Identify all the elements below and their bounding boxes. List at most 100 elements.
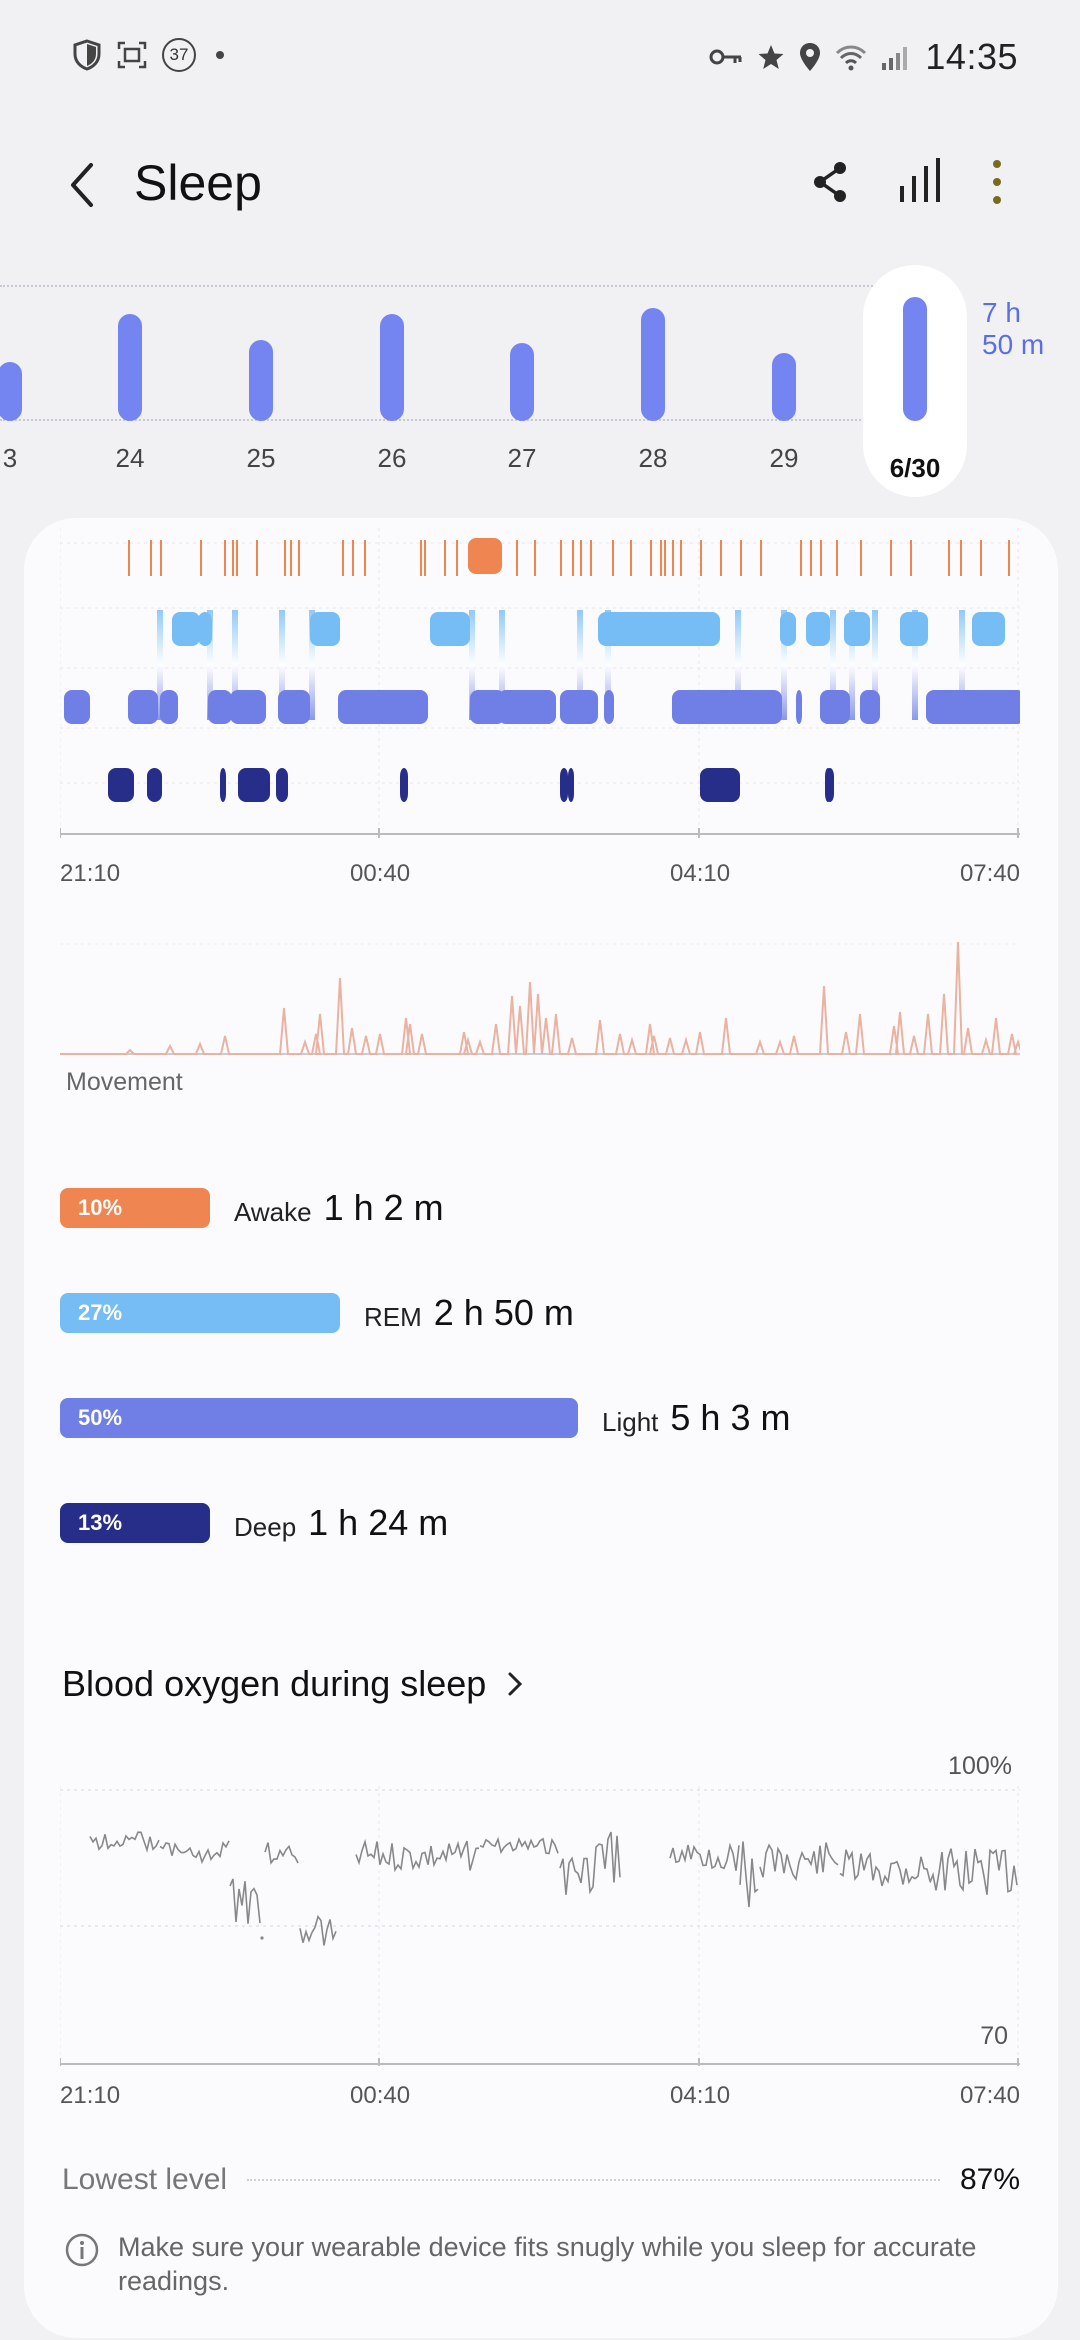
awake-tick: [836, 540, 838, 576]
day-bar: [641, 308, 665, 421]
stage-segment-deep: [560, 768, 568, 802]
time-label: 04:10: [670, 860, 731, 887]
more-options-button[interactable]: [972, 152, 1022, 212]
stage-segment-rem: [844, 612, 870, 646]
awake-tick: [232, 540, 234, 576]
stage-segment-light: [720, 690, 776, 724]
day-column-26[interactable]: 26: [352, 255, 432, 495]
stage-segment-light: [820, 690, 850, 724]
location-icon: [800, 43, 821, 71]
time-label: 21:10: [60, 860, 121, 887]
stage-segment-deep: [568, 768, 574, 802]
awake-tick: [820, 540, 822, 576]
app-bar: Sleep: [0, 130, 1080, 240]
stage-duration: 1 h 24 m: [308, 1502, 449, 1543]
shield-icon: [73, 39, 101, 71]
blood-oxygen-chart: [60, 1786, 1020, 2066]
blood-oxygen-link[interactable]: Blood oxygen during sleep: [62, 1663, 524, 1705]
day-label: 29: [769, 443, 799, 473]
day-bar: [510, 343, 534, 421]
day-label: 27: [507, 443, 537, 473]
stage-segment-deep: [220, 768, 226, 802]
star-icon: [758, 45, 784, 69]
grid-line: [0, 285, 880, 287]
day-column-29[interactable]: 29: [744, 255, 824, 495]
status-left-icons: 37: [72, 38, 224, 72]
awake-tick: [444, 540, 446, 576]
awake-tick: [256, 540, 258, 576]
share-button[interactable]: [800, 152, 860, 212]
stage-segment-light: [208, 690, 232, 724]
selected-duration: 7 h 50 m: [982, 297, 1044, 361]
day-label: 28: [638, 443, 668, 473]
stage-transition: [577, 610, 583, 720]
awake-tick: [224, 540, 226, 576]
spo2-line: [759, 1842, 839, 1882]
stage-transition: [830, 610, 836, 720]
lowest-level-label: Lowest level: [62, 2163, 228, 2196]
stage-name: Light: [602, 1406, 659, 1437]
duration-hours: 7 h: [982, 297, 1021, 328]
stage-transition: [872, 610, 878, 720]
stage-transition: [781, 610, 787, 720]
spo2-line: [559, 1831, 621, 1895]
day-label: 26: [377, 443, 407, 473]
day-column-28[interactable]: 28: [613, 255, 693, 495]
stage-percent-bar: 50%: [60, 1398, 578, 1438]
awake-tick: [516, 540, 518, 576]
selected-day[interactable]: 6/30: [863, 265, 967, 497]
stage-row-awake: 10% Awake 1 h 2 m: [60, 1186, 444, 1230]
stage-segment-deep: [147, 768, 162, 802]
awake-tick: [284, 540, 286, 576]
back-button[interactable]: [52, 150, 112, 220]
awake-tick: [630, 540, 632, 576]
awake-tick: [860, 540, 862, 576]
stage-name: Awake: [234, 1196, 312, 1227]
movement-label: Movement: [66, 1068, 183, 1096]
stage-duration: 1 h 2 m: [323, 1187, 444, 1228]
stage-segment-light: [230, 690, 266, 724]
awake-tick: [236, 540, 238, 576]
stage-segment-light: [940, 690, 1020, 724]
stage-segment-deep: [238, 768, 270, 802]
spo2-line: [479, 1836, 559, 1855]
movement-line: [60, 941, 1020, 1055]
stats-button[interactable]: [888, 152, 948, 212]
awake-tick: [910, 540, 912, 576]
stage-transition: [157, 610, 163, 720]
day-label: 24: [115, 443, 145, 473]
spo2-line: [89, 1831, 160, 1853]
day-selector: 3 24 25 26 27 28 29 6/30 7 h 50 m: [0, 255, 1080, 505]
awake-tick: [890, 540, 892, 576]
awake-tick: [560, 540, 562, 576]
day-column-3[interactable]: 3: [0, 255, 50, 495]
stage-transition: [735, 610, 741, 720]
time-label: 07:40: [959, 860, 1020, 887]
stage-segment-rem: [310, 612, 340, 646]
info-note: Make sure your wearable device fits snug…: [64, 2230, 1014, 2298]
stage-segment-light: [160, 690, 178, 724]
awake-tick: [650, 540, 652, 576]
day-bar: [249, 340, 273, 421]
day-column-24[interactable]: 24: [90, 255, 170, 495]
info-icon: [65, 2233, 99, 2267]
blood-oxygen-title: Blood oxygen during sleep: [62, 1663, 487, 1704]
awake-tick: [612, 540, 614, 576]
stage-segment-rem: [900, 612, 928, 646]
spo2-point: [260, 1936, 264, 1940]
awake-tick: [160, 540, 162, 576]
stage-segment-rem: [806, 612, 830, 646]
stage-transition: [469, 610, 475, 720]
stage-transition: [279, 610, 285, 720]
stage-segment-light: [278, 690, 310, 724]
day-column-25[interactable]: 25: [221, 255, 301, 495]
day-column-27[interactable]: 27: [482, 255, 562, 495]
signal-icon: [882, 47, 908, 70]
bar-chart-icon: [900, 158, 940, 202]
day-bar: [0, 362, 22, 421]
awake-tick: [740, 540, 742, 576]
stage-name: Deep: [234, 1511, 297, 1542]
spo2-time-axis: 21:10 00:40 04:10 07:40: [60, 2082, 1020, 2112]
dot-icon: [216, 51, 224, 59]
stage-duration: 2 h 50 m: [433, 1292, 574, 1333]
